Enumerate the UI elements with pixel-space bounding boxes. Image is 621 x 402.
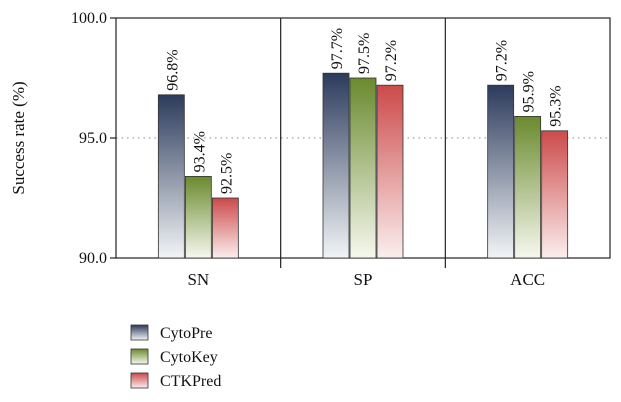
bar-cytopre-acc — [487, 84, 515, 259]
data-label: 92.5% — [218, 153, 235, 194]
x-axis: SN SP ACC — [187, 270, 545, 289]
bar-cytokey-acc — [514, 116, 542, 259]
y-tick-label: 100.0 — [71, 10, 107, 27]
data-label: 97.7% — [329, 28, 346, 69]
x-tick-label: SN — [187, 270, 209, 289]
bar-cytokey-sp — [349, 77, 377, 259]
x-tick-label: ACC — [510, 270, 545, 289]
legend-swatch — [130, 372, 149, 389]
legend: CytoPre CytoKey CTKPred — [130, 324, 221, 390]
y-axis: 90.0 95.0 100.0 — [71, 10, 116, 267]
data-label: 93.4% — [191, 131, 208, 172]
data-label: 97.5% — [356, 33, 373, 74]
legend-swatch — [130, 324, 149, 341]
legend-label: CytoPre — [160, 325, 212, 342]
bar-cytokey-sn — [184, 175, 212, 259]
y-axis-label: Success rate (%) — [9, 81, 28, 194]
x-tick-label: SP — [354, 270, 373, 289]
legend-label: CTKPred — [160, 373, 221, 390]
data-label: 97.2% — [494, 40, 511, 81]
bar-cytopre-sp — [322, 72, 350, 259]
bar-ctkpred-sp — [376, 84, 404, 259]
bar-ctkpred-sn — [211, 197, 239, 259]
y-tick-label: 95.0 — [79, 130, 107, 147]
legend-swatch — [130, 348, 149, 365]
data-label: 95.3% — [548, 85, 565, 126]
bar-cytopre-sn — [157, 94, 185, 259]
legend-label: CytoKey — [160, 349, 218, 366]
data-label: 95.9% — [521, 71, 538, 112]
data-label: 96.8% — [164, 49, 181, 90]
data-labels: 96.8% 93.4% 92.5% 97.7% 97.5% 97.2% 97.2% 95.9%… — [164, 28, 564, 194]
y-tick-label: 90.0 — [79, 250, 107, 267]
bars — [157, 72, 569, 259]
data-label: 97.2% — [383, 40, 400, 81]
bar-ctkpred-acc — [541, 130, 569, 259]
